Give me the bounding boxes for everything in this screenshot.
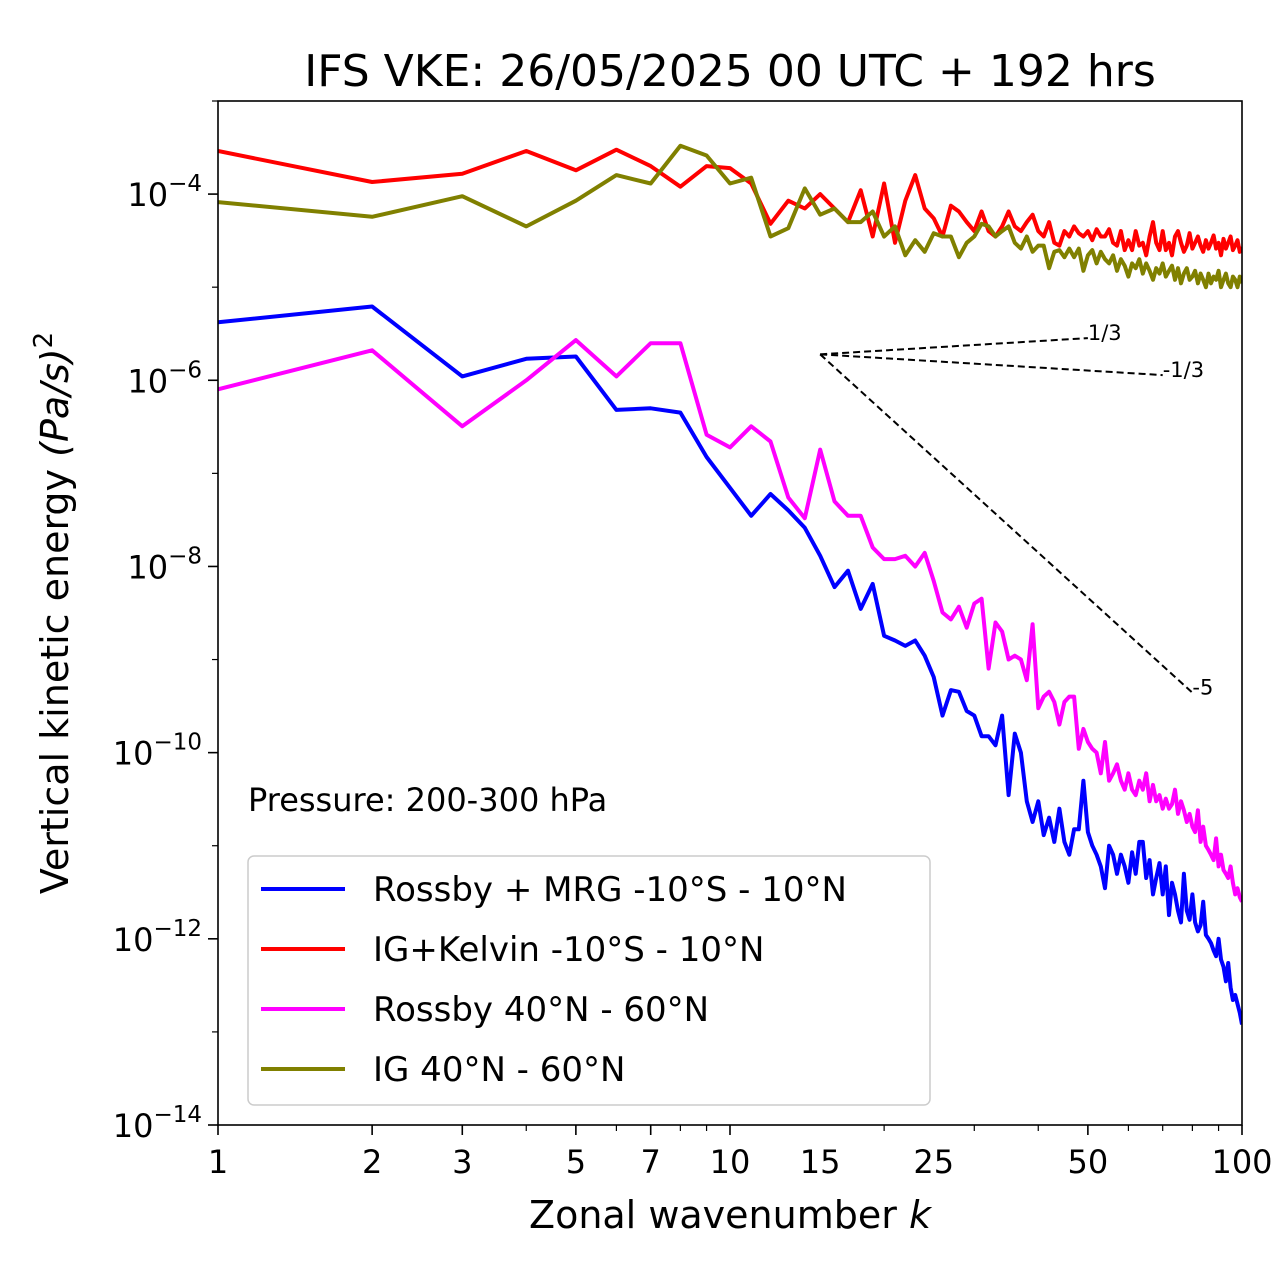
series-layer	[218, 143, 1242, 1025]
y-axis-label-unit: (Pa/s)	[33, 348, 77, 456]
y-tick-label: 10−14	[113, 1102, 202, 1145]
x-tick-label: 5	[566, 1143, 586, 1181]
slope-guides: 1/3 -1/3 -5	[819, 321, 1213, 700]
slope-label-3: -5	[1192, 676, 1213, 700]
y-axis-label-text: Vertical kinetic energy	[33, 469, 77, 894]
y-tick-label: 10−6	[127, 357, 202, 400]
slope-line-2	[820, 353, 1163, 377]
x-axis-label-var: k	[909, 1193, 933, 1237]
legend-label-4: IG 40°N - 60°N	[373, 1050, 625, 1090]
pressure-annotation: Pressure: 200-300 hPa	[248, 781, 607, 819]
slope-line-1	[820, 337, 1088, 356]
x-tick-label: 50	[1068, 1143, 1109, 1181]
y-tick-label: 10−10	[113, 730, 202, 773]
y-axis-label-exponent: 2	[29, 332, 59, 349]
x-tick-label: 25	[913, 1143, 954, 1181]
x-tick-label: 100	[1211, 1143, 1272, 1181]
x-axis: 1 2 3 5 7 10 15 25 50 100	[208, 1125, 1273, 1181]
x-tick-label: 7	[641, 1143, 661, 1181]
legend-box	[247, 855, 931, 1106]
x-tick-label: 2	[362, 1143, 382, 1181]
series-line-3	[218, 338, 1242, 903]
x-axis-label: Zonal wavenumber k	[529, 1193, 933, 1237]
legend-label-1: Rossby + MRG -10°S - 10°N	[373, 870, 847, 910]
series-line-4	[218, 143, 1242, 290]
y-tick-label: 10−4	[127, 171, 202, 214]
slope-line-3	[819, 353, 1194, 694]
y-axis: 10−14 10−12 10−10 10−8 10−6 10−4	[113, 100, 218, 1145]
x-tick-label: 10	[710, 1143, 751, 1181]
x-tick-label: 3	[452, 1143, 472, 1181]
slope-label-1: 1/3	[1088, 321, 1122, 345]
legend-label-2: IG+Kelvin -10°S - 10°N	[373, 930, 764, 970]
slope-label-2: -1/3	[1163, 358, 1204, 382]
y-tick-label: 10−12	[113, 916, 202, 959]
y-axis-label: Vertical kinetic energy (Pa/s)2	[29, 332, 77, 894]
y-tick-label: 10−8	[127, 543, 202, 586]
series-line-1	[218, 304, 1242, 1025]
series-line-2	[218, 147, 1242, 258]
x-tick-label: 1	[208, 1143, 228, 1181]
legend-label-3: Rossby 40°N - 60°N	[373, 990, 709, 1030]
x-tick-label: 15	[800, 1143, 841, 1181]
legend: Rossby + MRG -10°S - 10°N IG+Kelvin -10°S…	[247, 855, 931, 1106]
x-axis-label-text: Zonal wavenumber	[529, 1193, 897, 1237]
chart-title: IFS VKE: 26/05/2025 00 UTC + 192 hrs	[304, 46, 1156, 97]
